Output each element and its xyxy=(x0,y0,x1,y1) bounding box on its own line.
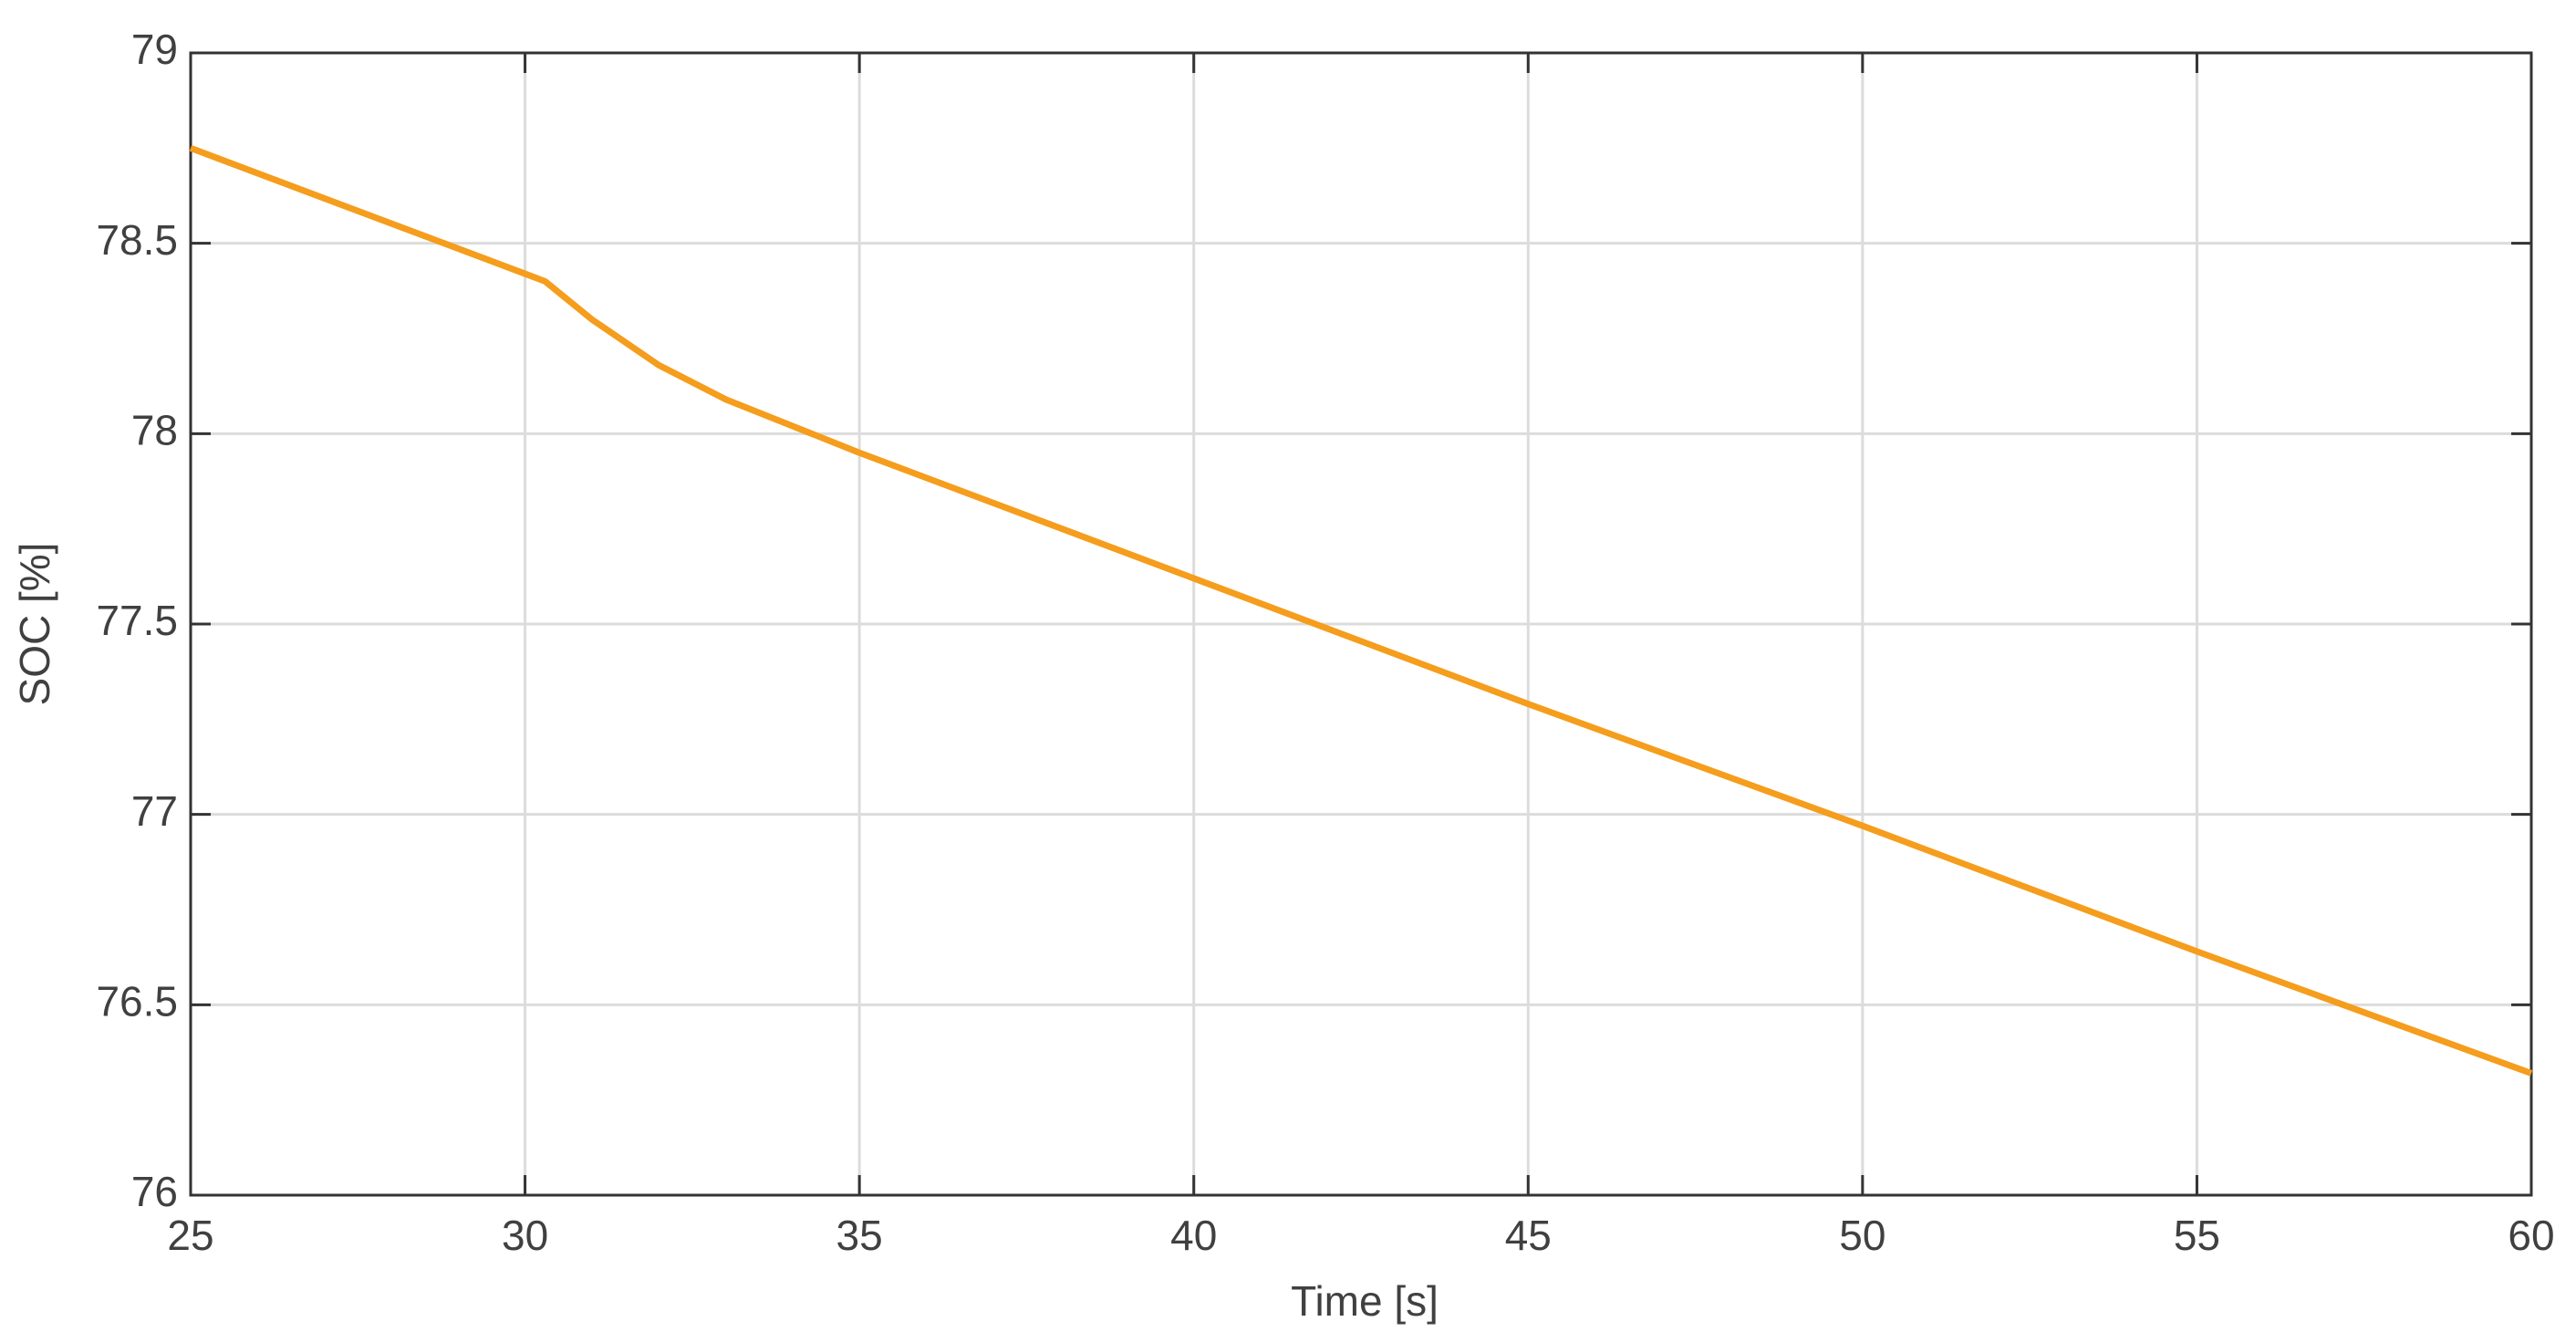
x-axis-label: Time [s] xyxy=(1291,1277,1439,1325)
x-tick-label: 45 xyxy=(1505,1212,1552,1259)
x-tick-label: 35 xyxy=(836,1212,883,1259)
y-tick-label: 77.5 xyxy=(96,597,178,644)
y-tick-label: 77 xyxy=(131,787,178,835)
data-line xyxy=(189,145,2533,1077)
y-axis-label: SOC [%] xyxy=(11,543,58,706)
x-tick-label: 30 xyxy=(502,1212,548,1259)
x-tick-label: 40 xyxy=(1170,1212,1217,1259)
y-tick-label: 78 xyxy=(131,406,178,453)
y-tick-label: 76.5 xyxy=(96,977,178,1025)
x-tick-label: 50 xyxy=(1839,1212,1885,1259)
x-tick-label: 60 xyxy=(2508,1212,2554,1259)
x-tick-label: 25 xyxy=(167,1212,213,1259)
y-tick-label: 78.5 xyxy=(96,216,178,264)
plot-frame xyxy=(189,51,2533,1197)
y-tick-label: 76 xyxy=(131,1168,178,1215)
x-tick-label: 55 xyxy=(2174,1212,2220,1259)
y-tick-label: 79 xyxy=(131,26,178,73)
